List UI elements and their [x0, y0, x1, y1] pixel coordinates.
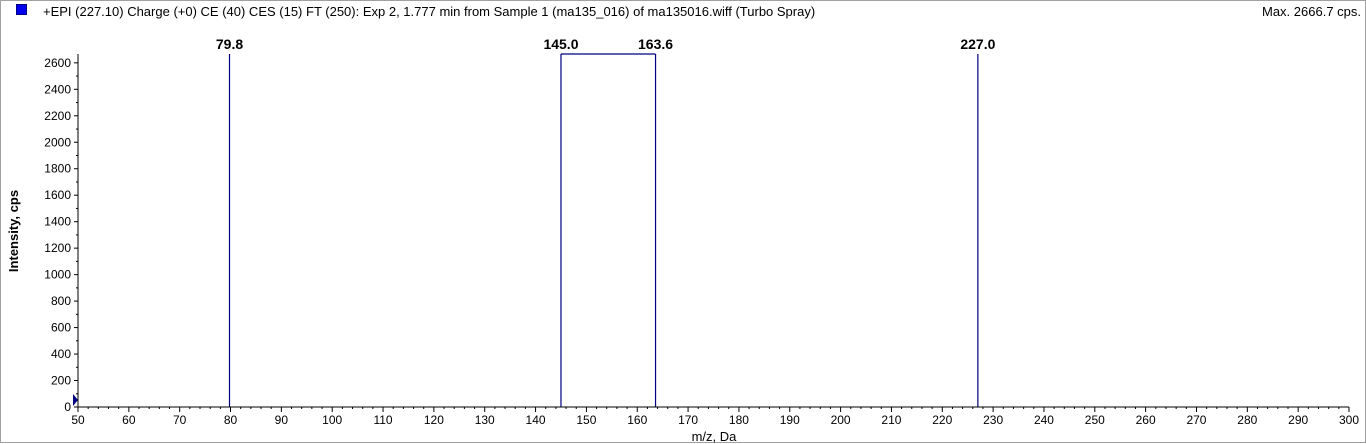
max-intensity-label: Max. 2666.7 cps. [1262, 4, 1361, 19]
x-tick-label: 180 [729, 413, 749, 427]
x-tick-label: 160 [627, 413, 647, 427]
x-tick-label: 90 [275, 413, 289, 427]
x-tick-label: 50 [71, 413, 85, 427]
y-tick-label: 2200 [44, 109, 71, 123]
axis-cursor-marker[interactable] [73, 394, 78, 406]
peak-label: 79.8 [216, 36, 243, 52]
y-tick-label: 2600 [44, 56, 71, 70]
x-tick-label: 80 [224, 413, 238, 427]
x-tick-label: 190 [780, 413, 800, 427]
y-tick-label: 800 [51, 294, 71, 308]
x-tick-label: 110 [373, 413, 392, 427]
y-axis-title: Intensity, cps [6, 190, 21, 272]
x-tick-label: 280 [1237, 413, 1257, 427]
y-tick-label: 2400 [44, 82, 71, 96]
y-tick-label: 1400 [44, 215, 71, 229]
x-tick-label: 200 [831, 413, 851, 427]
spectrum-title: +EPI (227.10) Charge (+0) CE (40) CES (1… [43, 4, 816, 19]
y-tick-label: 400 [51, 347, 71, 361]
x-tick-label: 120 [424, 413, 444, 427]
peak-label: 145.0 [543, 36, 578, 52]
x-tick-label: 70 [173, 413, 187, 427]
legend-swatch[interactable] [16, 4, 27, 15]
y-tick-label: 1800 [44, 162, 71, 176]
peak-label: 227.0 [960, 36, 995, 52]
y-tick-label: 2000 [44, 135, 71, 149]
x-tick-label: 230 [983, 413, 1003, 427]
x-axis-title: m/z, Da [692, 429, 738, 444]
x-tick-label: 170 [678, 413, 698, 427]
x-tick-label: 300 [1339, 413, 1359, 427]
x-tick-label: 100 [322, 413, 342, 427]
x-tick-label: 250 [1085, 413, 1105, 427]
x-tick-label: 260 [1136, 413, 1156, 427]
x-tick-label: 290 [1288, 413, 1308, 427]
x-tick-label: 240 [1034, 413, 1054, 427]
y-tick-label: 600 [51, 321, 71, 335]
peak-series: 79.8 145.0 163.6 227.0 [216, 36, 996, 407]
x-axis-ticks: 50 60 70 80 90 100 110 120 130 140 150 160 170 180 190… [71, 407, 1359, 427]
x-tick-label: 270 [1186, 413, 1206, 427]
y-tick-label: 200 [51, 374, 71, 388]
x-tick-label: 210 [881, 413, 901, 427]
x-tick-label: 220 [932, 413, 952, 427]
x-tick-label: 130 [475, 413, 495, 427]
x-tick-label: 150 [576, 413, 596, 427]
peak-label: 163.6 [638, 36, 673, 52]
x-tick-label: 60 [122, 413, 136, 427]
x-tick-label: 140 [526, 413, 546, 427]
y-tick-label: 1200 [44, 241, 71, 255]
y-axis-ticks: 0 200 400 600 800 1000 1200 1400 1600 1800 2000 220… [44, 56, 78, 414]
y-tick-label: 1000 [44, 268, 71, 282]
y-tick-label: 0 [64, 400, 71, 414]
y-tick-label: 1600 [44, 188, 71, 202]
